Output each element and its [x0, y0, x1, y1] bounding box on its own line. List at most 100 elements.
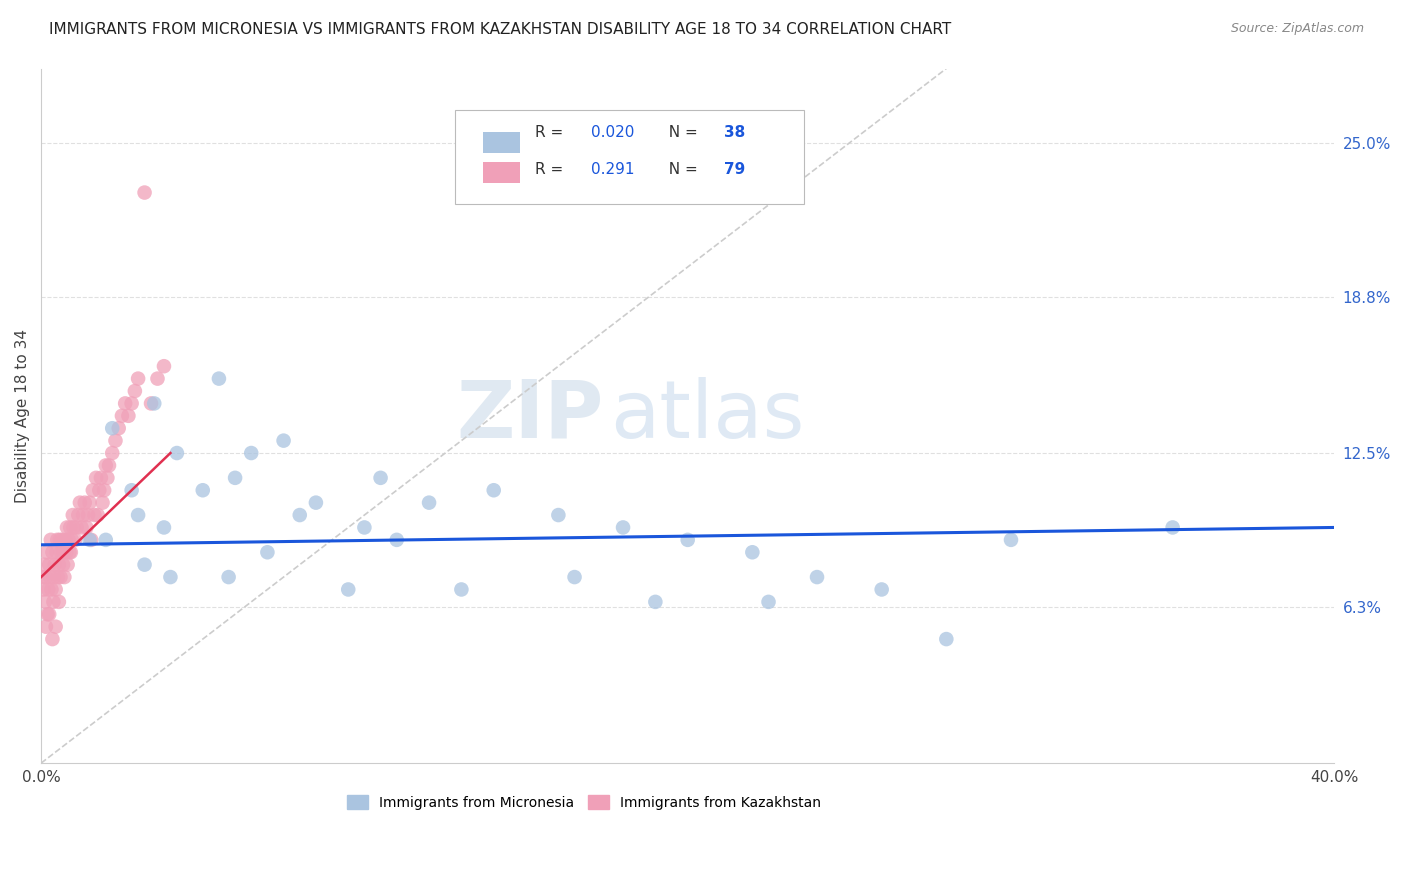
Point — [1161, 520, 1184, 534]
Point — [42, 595, 65, 609]
Point — [46, 533, 69, 547]
Point — [59, 520, 82, 534]
Point — [134, 558, 156, 572]
Point — [143, 396, 166, 410]
Point — [52, 558, 75, 572]
FancyBboxPatch shape — [456, 111, 804, 204]
Point — [86, 508, 108, 522]
Point — [82, 483, 104, 498]
Point — [35, 570, 58, 584]
Point — [121, 483, 143, 498]
Point — [84, 471, 107, 485]
Point — [644, 595, 666, 609]
Point — [101, 421, 124, 435]
Point — [67, 508, 90, 522]
Point — [35, 545, 58, 559]
Point — [337, 582, 360, 597]
Point — [72, 508, 94, 522]
Text: N =: N = — [659, 161, 703, 177]
Text: IMMIGRANTS FROM MICRONESIA VS IMMIGRANTS FROM KAZAKHSTAN DISABILITY AGE 18 TO 34: IMMIGRANTS FROM MICRONESIA VS IMMIGRANTS… — [49, 22, 952, 37]
Point — [117, 409, 139, 423]
Point — [69, 496, 91, 510]
Point — [305, 496, 328, 510]
Point — [35, 620, 58, 634]
Text: N =: N = — [659, 125, 703, 140]
Point — [75, 520, 97, 534]
Text: R =: R = — [536, 125, 568, 140]
Point — [51, 533, 73, 547]
Point — [58, 533, 80, 547]
Point — [44, 558, 66, 572]
Point — [139, 396, 162, 410]
Point — [79, 533, 101, 547]
Point — [288, 508, 311, 522]
Text: 79: 79 — [724, 161, 745, 177]
Point — [49, 570, 72, 584]
Point — [53, 570, 76, 584]
Point — [89, 483, 111, 498]
Point — [166, 446, 188, 460]
Point — [208, 371, 231, 385]
FancyBboxPatch shape — [484, 132, 520, 153]
Point — [38, 558, 60, 572]
Point — [101, 446, 124, 460]
Point — [31, 570, 53, 584]
Point — [58, 545, 80, 559]
Point — [104, 434, 127, 448]
Point — [41, 582, 63, 597]
Point — [676, 533, 699, 547]
Point — [62, 520, 84, 534]
Point — [34, 558, 56, 572]
Point — [41, 545, 63, 559]
Point — [240, 446, 263, 460]
Point — [146, 371, 169, 385]
Point — [191, 483, 214, 498]
Point — [63, 533, 86, 547]
Point — [91, 496, 114, 510]
Point — [60, 533, 83, 547]
Point — [66, 520, 89, 534]
Point — [53, 533, 76, 547]
Point — [45, 582, 67, 597]
Text: R =: R = — [536, 161, 568, 177]
Point — [90, 471, 112, 485]
Legend: Immigrants from Micronesia, Immigrants from Kazakhstan: Immigrants from Micronesia, Immigrants f… — [342, 789, 827, 815]
Point — [41, 632, 63, 646]
Point — [124, 384, 146, 398]
Point — [77, 508, 100, 522]
Point — [32, 582, 55, 597]
Point — [62, 508, 84, 522]
Point — [46, 570, 69, 584]
Point — [37, 607, 59, 622]
Point — [370, 471, 392, 485]
Point — [612, 520, 634, 534]
Point — [83, 508, 105, 522]
Point — [55, 545, 77, 559]
Point — [935, 632, 957, 646]
Point — [159, 570, 181, 584]
Point — [1000, 533, 1022, 547]
Point — [418, 496, 440, 510]
FancyBboxPatch shape — [484, 162, 520, 183]
Point — [37, 582, 59, 597]
Point — [48, 595, 70, 609]
Point — [38, 607, 60, 622]
Point — [134, 186, 156, 200]
Point — [547, 508, 569, 522]
Point — [73, 496, 96, 510]
Point — [45, 545, 67, 559]
Point — [45, 620, 67, 634]
Point — [153, 359, 176, 374]
Point — [107, 421, 129, 435]
Point — [49, 533, 72, 547]
Point — [114, 396, 136, 410]
Point — [42, 570, 65, 584]
Point — [121, 396, 143, 410]
Point — [80, 533, 103, 547]
Point — [94, 458, 117, 473]
Point — [256, 545, 278, 559]
Point — [758, 595, 780, 609]
Point — [353, 520, 375, 534]
Point — [111, 409, 134, 423]
Point — [385, 533, 408, 547]
